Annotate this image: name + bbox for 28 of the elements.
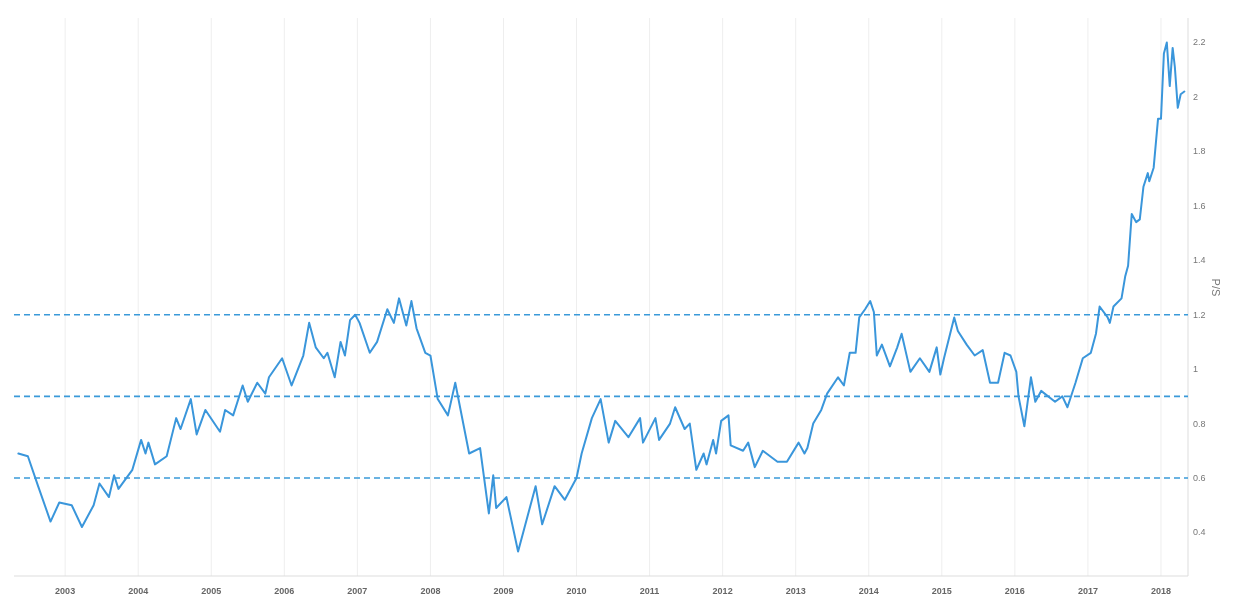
x-tick-label: 2018	[1150, 586, 1171, 596]
x-tick-label: 2009	[493, 586, 514, 596]
x-tick-label: 2016	[1004, 586, 1025, 596]
y-tick-label: 0.6	[1193, 473, 1206, 484]
y-tick-label: 1.2	[1193, 309, 1206, 320]
x-tick-label: 2014	[858, 586, 879, 596]
y-tick-label: 0.4	[1193, 527, 1206, 538]
y-tick-label: 1.4	[1193, 255, 1206, 266]
x-tick-label: 2017	[1077, 586, 1098, 596]
y-tick-label: 0.8	[1193, 418, 1206, 429]
line-series	[17, 41, 1186, 553]
x-tick-label: 2013	[785, 586, 806, 596]
y-tick-label: 1	[1193, 364, 1199, 375]
x-tick-label: 2011	[639, 586, 660, 596]
y-tick-label: 2.2	[1193, 37, 1206, 48]
x-tick-label: 2015	[931, 586, 952, 596]
y-axis-title: P/S	[1210, 278, 1222, 297]
x-tick-label: 2005	[201, 586, 222, 596]
x-tick-label: 2007	[347, 586, 368, 596]
x-tick-label: 2008	[420, 586, 441, 596]
x-tick-label: 2010	[566, 586, 587, 596]
x-tick-label: 2006	[274, 586, 295, 596]
x-tick-label: 2003	[55, 586, 76, 596]
x-tick-label: 2004	[128, 586, 149, 596]
y-tick-label: 1.8	[1193, 146, 1206, 157]
x-tick-label: 2012	[712, 586, 733, 596]
y-tick-label: 1.6	[1193, 200, 1206, 211]
y-tick-label: 2	[1193, 91, 1199, 102]
